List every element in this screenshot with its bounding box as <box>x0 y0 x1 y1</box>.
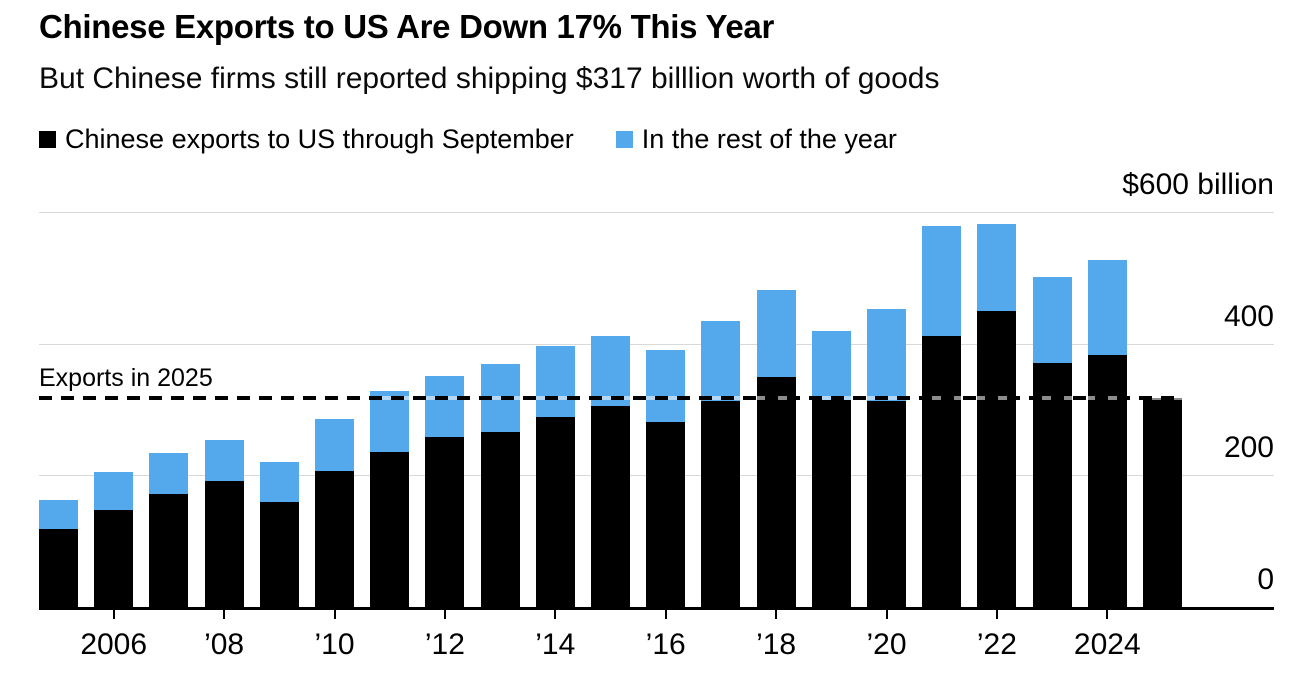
bar-segment-rest-of-year-2015 <box>591 335 630 407</box>
bar-2014 <box>535 345 575 607</box>
legend: Chinese exports to US through September … <box>39 124 897 155</box>
xtick-mark-2016 <box>664 610 667 619</box>
bar-2006 <box>94 472 134 607</box>
xtick-mark-2020 <box>885 610 888 619</box>
bar-2023 <box>1032 276 1072 607</box>
legend-label-rest-of-year: In the rest of the year <box>641 124 897 154</box>
bar-segment-rest-of-year-2020 <box>867 309 906 401</box>
legend-label-through-september: Chinese exports to US through September <box>65 124 574 154</box>
bar-2011 <box>370 391 410 607</box>
ytick-label-0: 0 <box>1257 563 1274 596</box>
xtick-mark-2012 <box>443 610 446 619</box>
xtick-mark-2022 <box>995 610 998 619</box>
bar-2010 <box>315 419 354 607</box>
bar-segment-rest-of-year-2016 <box>646 349 686 422</box>
gridline-400 <box>39 343 1274 345</box>
reference-line-label: Exports in 2025 <box>39 364 213 393</box>
xtick-label-2008: ’08 <box>204 628 245 661</box>
bar-2021 <box>922 225 962 607</box>
xtick-label-2014: ’14 <box>535 628 576 661</box>
bar-segment-rest-of-year-2007 <box>149 452 189 495</box>
xtick-label-2024: 2024 <box>1073 628 1141 661</box>
bar-2024 <box>1087 260 1127 607</box>
xtick-label-2006: 2006 <box>80 628 148 661</box>
xtick-mark-2018 <box>775 610 778 619</box>
bar-2025 <box>1143 398 1182 607</box>
bar-2009 <box>259 461 299 607</box>
xtick-mark-2006 <box>112 610 115 619</box>
xtick-label-2022: ’22 <box>976 628 1017 661</box>
bar-segment-rest-of-year-2005 <box>39 500 78 530</box>
xtick-mark-2024 <box>1106 610 1109 619</box>
bar-2015 <box>591 335 630 607</box>
bar-segment-rest-of-year-2022 <box>977 223 1017 311</box>
bar-2013 <box>480 364 520 607</box>
xtick-label-2010: ’10 <box>314 628 355 661</box>
xtick-label-2020: ’20 <box>866 628 907 661</box>
xtick-label-2018: ’18 <box>756 628 797 661</box>
bar-segment-rest-of-year-2019 <box>811 330 851 400</box>
chart-title: Chinese Exports to US Are Down 17% This … <box>39 8 775 45</box>
bar-segment-rest-of-year-2023 <box>1032 276 1072 363</box>
bar-2019 <box>811 330 851 607</box>
xtick-mark-2008 <box>223 610 226 619</box>
gridline-600 <box>39 212 1274 213</box>
bar-2008 <box>204 440 244 607</box>
ytick-label-400: 400 <box>1223 299 1274 333</box>
chart-subtitle: But Chinese firms still reported shippin… <box>39 62 940 95</box>
bar-segment-rest-of-year-2010 <box>315 419 354 472</box>
bar-segment-rest-of-year-2018 <box>756 290 796 377</box>
ytick-label-200: 200 <box>1223 431 1274 465</box>
plot-area: Exports in 2025 $600 billion 400 200 0 2006 ’… <box>39 170 1274 660</box>
bar-2017 <box>701 321 741 607</box>
bar-2016 <box>646 349 686 607</box>
bar-segment-rest-of-year-2024 <box>1087 260 1127 355</box>
bar-2020 <box>867 309 906 607</box>
bar-2007 <box>149 452 189 607</box>
legend-item-through-september: Chinese exports to US through September <box>39 124 574 155</box>
bar-segment-rest-of-year-2014 <box>535 345 575 417</box>
legend-item-rest-of-year: In the rest of the year <box>615 124 897 155</box>
bar-2012 <box>425 375 465 607</box>
bar-2018 <box>756 290 796 607</box>
bar-segment-rest-of-year-2009 <box>259 461 299 503</box>
bar-2022 <box>977 223 1017 607</box>
bar-2005 <box>39 500 78 607</box>
bar-segment-rest-of-year-2006 <box>94 472 134 511</box>
xtick-mark-2014 <box>554 610 557 619</box>
xtick-label-2012: ’12 <box>424 628 465 661</box>
ytick-label-600: $600 billion <box>1122 168 1274 201</box>
xtick-mark-2010 <box>333 610 336 619</box>
bar-segment-rest-of-year-2021 <box>922 225 962 336</box>
bar-segment-rest-of-year-2011 <box>370 391 410 453</box>
reference-line <box>39 396 1182 401</box>
xtick-label-2016: ’16 <box>645 628 686 661</box>
legend-swatch-black <box>39 131 56 148</box>
bar-segment-rest-of-year-2012 <box>425 375 465 438</box>
legend-swatch-blue <box>615 131 633 148</box>
bar-segment-rest-of-year-2017 <box>701 321 741 401</box>
bar-segment-rest-of-year-2008 <box>204 440 244 482</box>
